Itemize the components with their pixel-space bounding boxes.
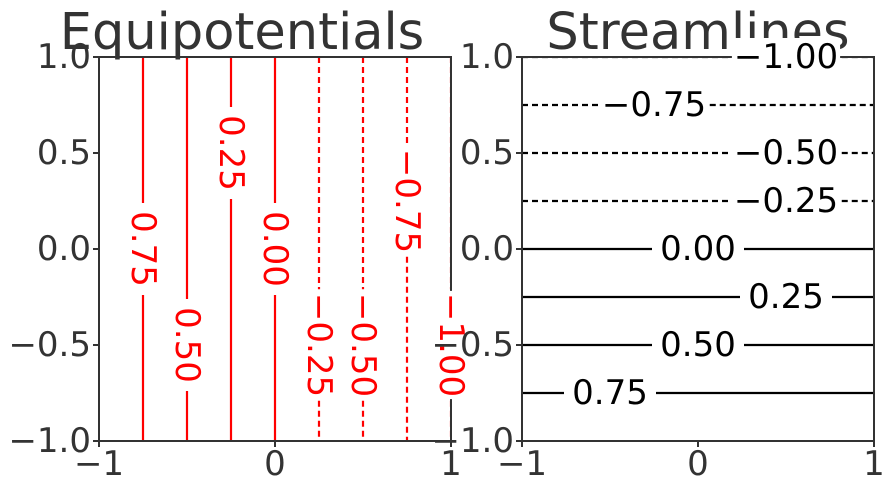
contour-label-background <box>731 38 841 76</box>
y-tick-label: 1.0 <box>460 37 514 77</box>
x-tick-label: −1 <box>74 444 124 484</box>
contour-label-background <box>388 146 426 256</box>
contour-label: 0.75 <box>572 373 648 413</box>
y-tick-label: −0.5 <box>8 325 91 365</box>
contour-label: 0.25 <box>211 115 251 191</box>
contour-label-background <box>731 182 841 220</box>
y-tick-label: −1.0 <box>431 421 514 461</box>
x-tick-label: 0 <box>264 444 286 484</box>
contour-lines <box>141 57 451 441</box>
contour-label-background <box>168 305 206 385</box>
contour-label: −0.50 <box>343 293 383 397</box>
equipotentials-chart: Equipotentials −1 0 1 1.0 0.5 0.0 −0.5 −1.0 0.7… <box>8 3 471 484</box>
contour-label: 0.25 <box>748 277 824 317</box>
contour-labels: −1.00 −0.75 −0.50 −0.25 0.00 0.25 0.50 0.75 <box>570 37 841 413</box>
contour-label-background <box>658 326 738 364</box>
contour-label: −1.00 <box>734 37 838 77</box>
contour-label: 0.50 <box>660 325 736 365</box>
contour-label-background <box>599 86 709 124</box>
chart-title: Equipotentials <box>60 3 425 62</box>
contour-labels: 0.750.50 0.250.00−0.25 −0.50−0.75−1.00 <box>123 113 471 400</box>
contour-label: −1.00 <box>431 293 471 397</box>
contour-label: 0.00 <box>255 211 295 287</box>
contour-label-background <box>124 209 162 289</box>
x-tick-label: 1 <box>440 444 462 484</box>
contour-label-background <box>432 290 470 400</box>
y-tick-label: −1.0 <box>8 421 91 461</box>
y-tick-label: 0.5 <box>37 133 91 173</box>
contour-lines <box>522 57 874 395</box>
contour-label: 0.75 <box>123 211 163 287</box>
y-tick-label: 0.5 <box>460 133 514 173</box>
contour-label-background <box>256 209 294 289</box>
contour-label-background <box>746 278 826 316</box>
y-tick-label: 0.0 <box>37 229 91 269</box>
y-tick-label: 1.0 <box>37 37 91 77</box>
contour-label-background <box>344 290 382 400</box>
contour-label-background <box>570 374 650 412</box>
axis-ticks: −1 0 1 1.0 0.5 0.0 −0.5 −1.0 <box>431 37 884 484</box>
contour-label-background <box>731 134 841 172</box>
contour-label: −0.25 <box>299 293 339 397</box>
y-tick-label: −0.5 <box>431 325 514 365</box>
contour-label-background <box>658 230 738 268</box>
contour-label: 0.50 <box>167 307 207 383</box>
contour-label-background <box>300 290 338 400</box>
streamlines-chart: Streamlines −1 0 11.00.50.0−0.5−1.0 −1.00−… <box>431 3 884 484</box>
x-tick-label: 1 <box>863 444 885 484</box>
contour-label: −0.25 <box>734 181 838 221</box>
contour-label: −0.75 <box>387 149 427 253</box>
x-tick-label: −1 <box>497 444 547 484</box>
contour-label: −0.50 <box>734 133 838 173</box>
contour-label: −0.75 <box>602 85 706 125</box>
contour-label: 0.00 <box>660 229 736 269</box>
y-tick-label: 0.0 <box>460 229 514 269</box>
x-tick-label: 0 <box>687 444 709 484</box>
axis-ticks: −1 0 1 1.0 0.5 0.0 −0.5 −1.0 <box>8 37 461 484</box>
contour-label-background <box>212 113 250 193</box>
